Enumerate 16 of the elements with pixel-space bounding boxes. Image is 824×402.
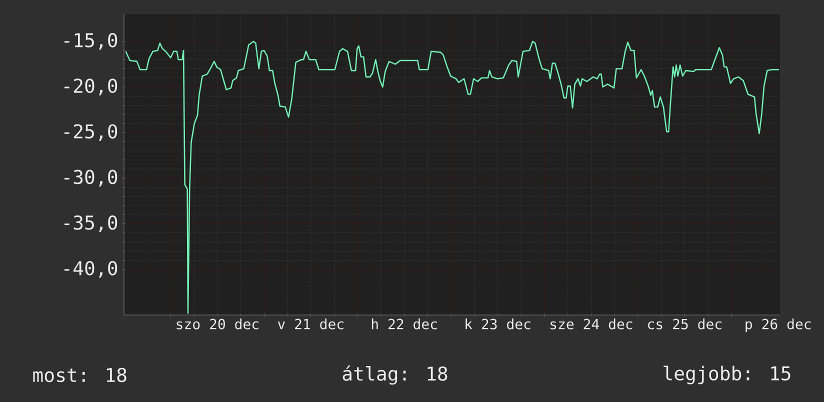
y-tick-label: -30,0: [64, 170, 118, 187]
y-tick-label: -40,0: [64, 261, 118, 278]
x-tick-label: k 23 dec: [466, 318, 530, 330]
x-tick-label: szo 20 dec: [176, 318, 258, 330]
y-tick-label: -15,0: [64, 32, 118, 50]
y-tick-label: -35,0: [64, 215, 118, 232]
x-tick-label: h 22 dec: [372, 318, 437, 330]
x-tick-label: p 26 dec: [746, 318, 811, 332]
x-tick-label: v 21 dec: [278, 318, 344, 330]
text: most: 18: [33, 368, 126, 382]
y-tick-label: -20,0: [64, 78, 118, 96]
x-tick-label: sze 24 dec: [550, 318, 632, 330]
text: legjobb: 15: [664, 366, 790, 384]
x-tick-label: cs 25 dec: [648, 318, 722, 330]
text: átlag: 18: [342, 365, 448, 385]
y-tick-label: -25,0: [64, 124, 118, 141]
